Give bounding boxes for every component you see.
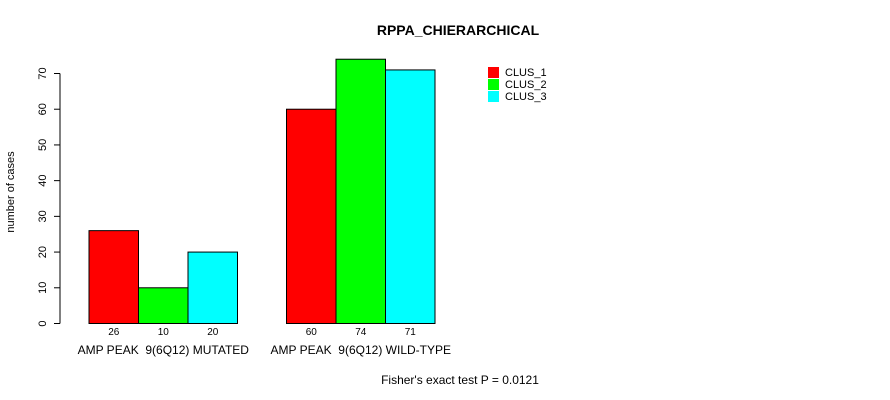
bar-value-label: 71 [405,327,417,338]
y-tick-label: 0 [37,320,49,326]
y-axis-label: number of cases [5,151,17,233]
bar-clus-2-1 [138,287,189,324]
bar-value-label: 74 [355,327,367,338]
legend-swatch-clus-2 [488,79,499,90]
y-tick-label: 70 [37,67,49,79]
legend-label: CLUS_2 [505,79,547,91]
bar-value-label: 60 [306,327,318,338]
y-tick-label: 30 [37,210,49,222]
legend-swatch-clus-3 [488,91,499,102]
fisher-test-footnote: Fisher's exact test P = 0.0121 [381,373,539,387]
bar-value-label: 20 [207,327,219,338]
y-tick-label: 50 [37,139,49,151]
bar-clus-3-1 [187,251,238,324]
category-labels: AMP PEAK 9(6Q12) MUTATED AMP PEAK 9(6Q12)… [78,343,451,357]
bar-clus-1-1 [88,230,139,324]
bar-clus-3-2 [385,69,436,324]
bar-value-label: 10 [158,327,170,338]
bar-clus-1-2 [286,108,337,325]
y-axis: 0 10 20 30 40 50 60 70 [37,67,61,327]
legend-swatch-clus-1 [488,67,499,78]
y-tick-label: 20 [37,246,49,258]
y-tick-label: 40 [37,175,49,187]
category-label: AMP PEAK 9(6Q12) WILD-TYPE [271,343,452,357]
chart-title: RPPA_CHIERARCHICAL [377,22,540,38]
bar-clus-2-2 [335,58,386,324]
category-label: AMP PEAK 9(6Q12) MUTATED [78,343,250,357]
bars [88,58,436,325]
bar-value-labels: 26 10 20 60 74 71 [108,327,416,338]
y-tick-label: 60 [37,103,49,115]
bar-value-label: 26 [108,327,120,338]
y-tick-label: 10 [37,282,49,294]
legend-label: CLUS_3 [505,91,547,103]
legend-label: CLUS_1 [505,67,547,79]
